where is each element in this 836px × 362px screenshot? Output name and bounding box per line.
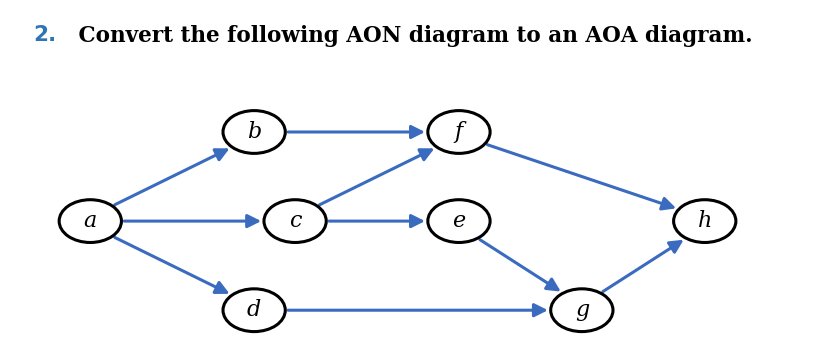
- Ellipse shape: [59, 200, 121, 243]
- Ellipse shape: [264, 200, 326, 243]
- Text: a: a: [84, 210, 97, 232]
- Ellipse shape: [551, 289, 613, 332]
- Text: b: b: [247, 121, 262, 143]
- Ellipse shape: [674, 200, 736, 243]
- Text: Convert the following AON diagram to an AOA diagram.: Convert the following AON diagram to an …: [71, 25, 752, 47]
- Ellipse shape: [223, 289, 285, 332]
- Text: h: h: [697, 210, 712, 232]
- Ellipse shape: [428, 200, 490, 243]
- Text: 2.: 2.: [33, 25, 57, 45]
- Text: e: e: [452, 210, 466, 232]
- Ellipse shape: [428, 111, 490, 153]
- Ellipse shape: [223, 111, 285, 153]
- Text: f: f: [455, 121, 463, 143]
- Text: g: g: [574, 299, 589, 321]
- Text: c: c: [289, 210, 301, 232]
- Text: d: d: [247, 299, 262, 321]
